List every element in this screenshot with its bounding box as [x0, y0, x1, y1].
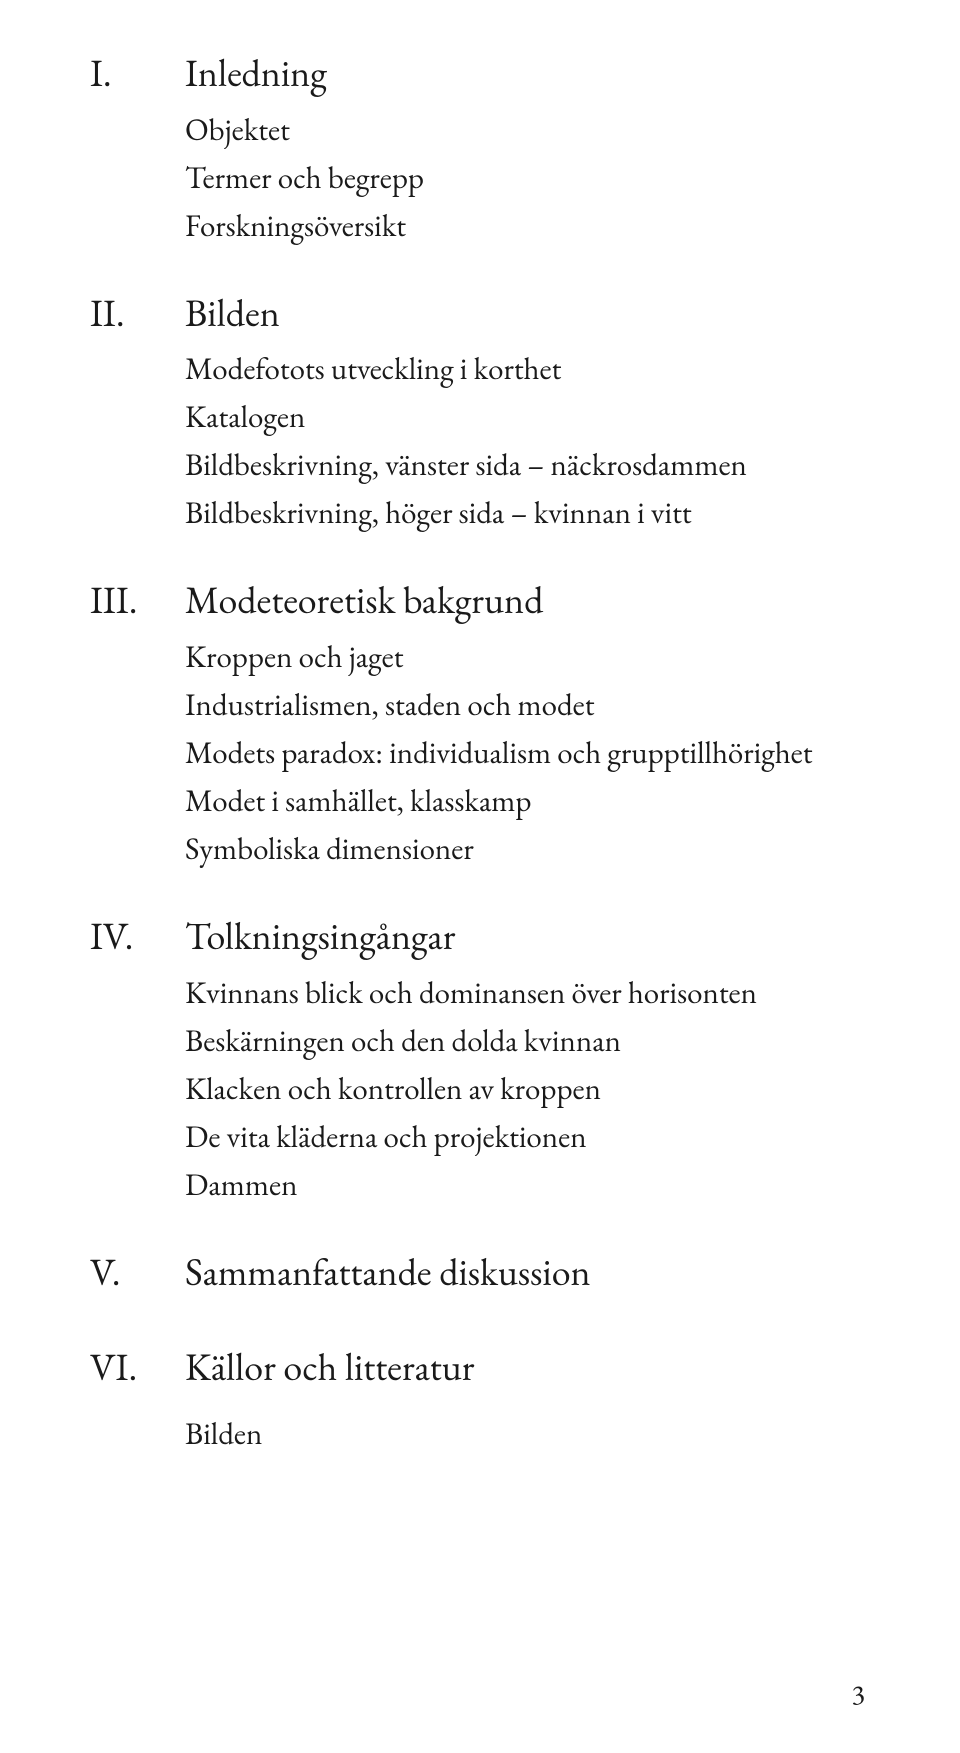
- toc-sub: Bildbeskrivning, vänster sida – näckrosd…: [185, 441, 870, 489]
- toc-heading: Modeteoretisk bakgrund: [185, 577, 870, 625]
- toc-item: III. Modeteoretisk bakgrund Kroppen och …: [90, 577, 870, 873]
- toc-sub: Bilden: [185, 1410, 870, 1458]
- toc-content: Källor och litteratur Bilden: [185, 1344, 870, 1458]
- toc-heading: Inledning: [185, 50, 870, 98]
- toc-content: Inledning Objektet Termer och begrepp Fo…: [185, 50, 870, 250]
- toc-sub: Bildbeskrivning, höger sida – kvinnan i …: [185, 489, 870, 537]
- toc-content: Sammanfattande diskussion: [185, 1249, 870, 1305]
- toc-roman: I.: [90, 50, 185, 250]
- toc-roman: VI.: [90, 1344, 185, 1458]
- toc-sub: Beskärningen och den dolda kvinnan: [185, 1017, 870, 1065]
- toc-sub: Termer och begrepp: [185, 154, 870, 202]
- page-number: 3: [852, 1677, 865, 1713]
- toc-sub: Industrialismen, staden och modet: [185, 681, 870, 729]
- toc-item: VI. Källor och litteratur Bilden: [90, 1344, 870, 1458]
- toc-sub: Modets paradox: individualism och gruppt…: [185, 729, 870, 777]
- toc-roman: IV.: [90, 913, 185, 1209]
- toc-sub: Katalogen: [185, 393, 870, 441]
- toc-content: Tolkningsingångar Kvinnans blick och dom…: [185, 913, 870, 1209]
- document-page: I. Inledning Objektet Termer och begrepp…: [0, 0, 960, 1753]
- toc-item: II. Bilden Modefotots utveckling i korth…: [90, 290, 870, 538]
- toc-item: I. Inledning Objektet Termer och begrepp…: [90, 50, 870, 250]
- toc-sub: Objektet: [185, 106, 870, 154]
- toc-sub: Kroppen och jaget: [185, 633, 870, 681]
- toc-sub: Modefotots utveckling i korthet: [185, 345, 870, 393]
- toc-heading: Sammanfattande diskussion: [185, 1249, 870, 1297]
- toc-item: IV. Tolkningsingångar Kvinnans blick och…: [90, 913, 870, 1209]
- toc-sub: Symboliska dimensioner: [185, 825, 870, 873]
- toc-content: Modeteoretisk bakgrund Kroppen och jaget…: [185, 577, 870, 873]
- toc-content: Bilden Modefotots utveckling i korthet K…: [185, 290, 870, 538]
- toc-item: V. Sammanfattande diskussion: [90, 1249, 870, 1305]
- toc-sub: De vita kläderna och projektionen: [185, 1113, 870, 1161]
- toc-sub: Forskningsöversikt: [185, 202, 870, 250]
- toc-sub: Klacken och kontrollen av kroppen: [185, 1065, 870, 1113]
- toc-heading: Källor och litteratur: [185, 1344, 870, 1392]
- toc-sub: Modet i samhället, klasskamp: [185, 777, 870, 825]
- toc-roman: II.: [90, 290, 185, 538]
- toc-heading: Bilden: [185, 290, 870, 338]
- toc-sub: Kvinnans blick och dominansen över horis…: [185, 969, 870, 1017]
- toc-roman: V.: [90, 1249, 185, 1305]
- toc-heading: Tolkningsingångar: [185, 913, 870, 961]
- toc-sub: Dammen: [185, 1161, 870, 1209]
- toc-list: I. Inledning Objektet Termer och begrepp…: [90, 50, 870, 1458]
- toc-roman: III.: [90, 577, 185, 873]
